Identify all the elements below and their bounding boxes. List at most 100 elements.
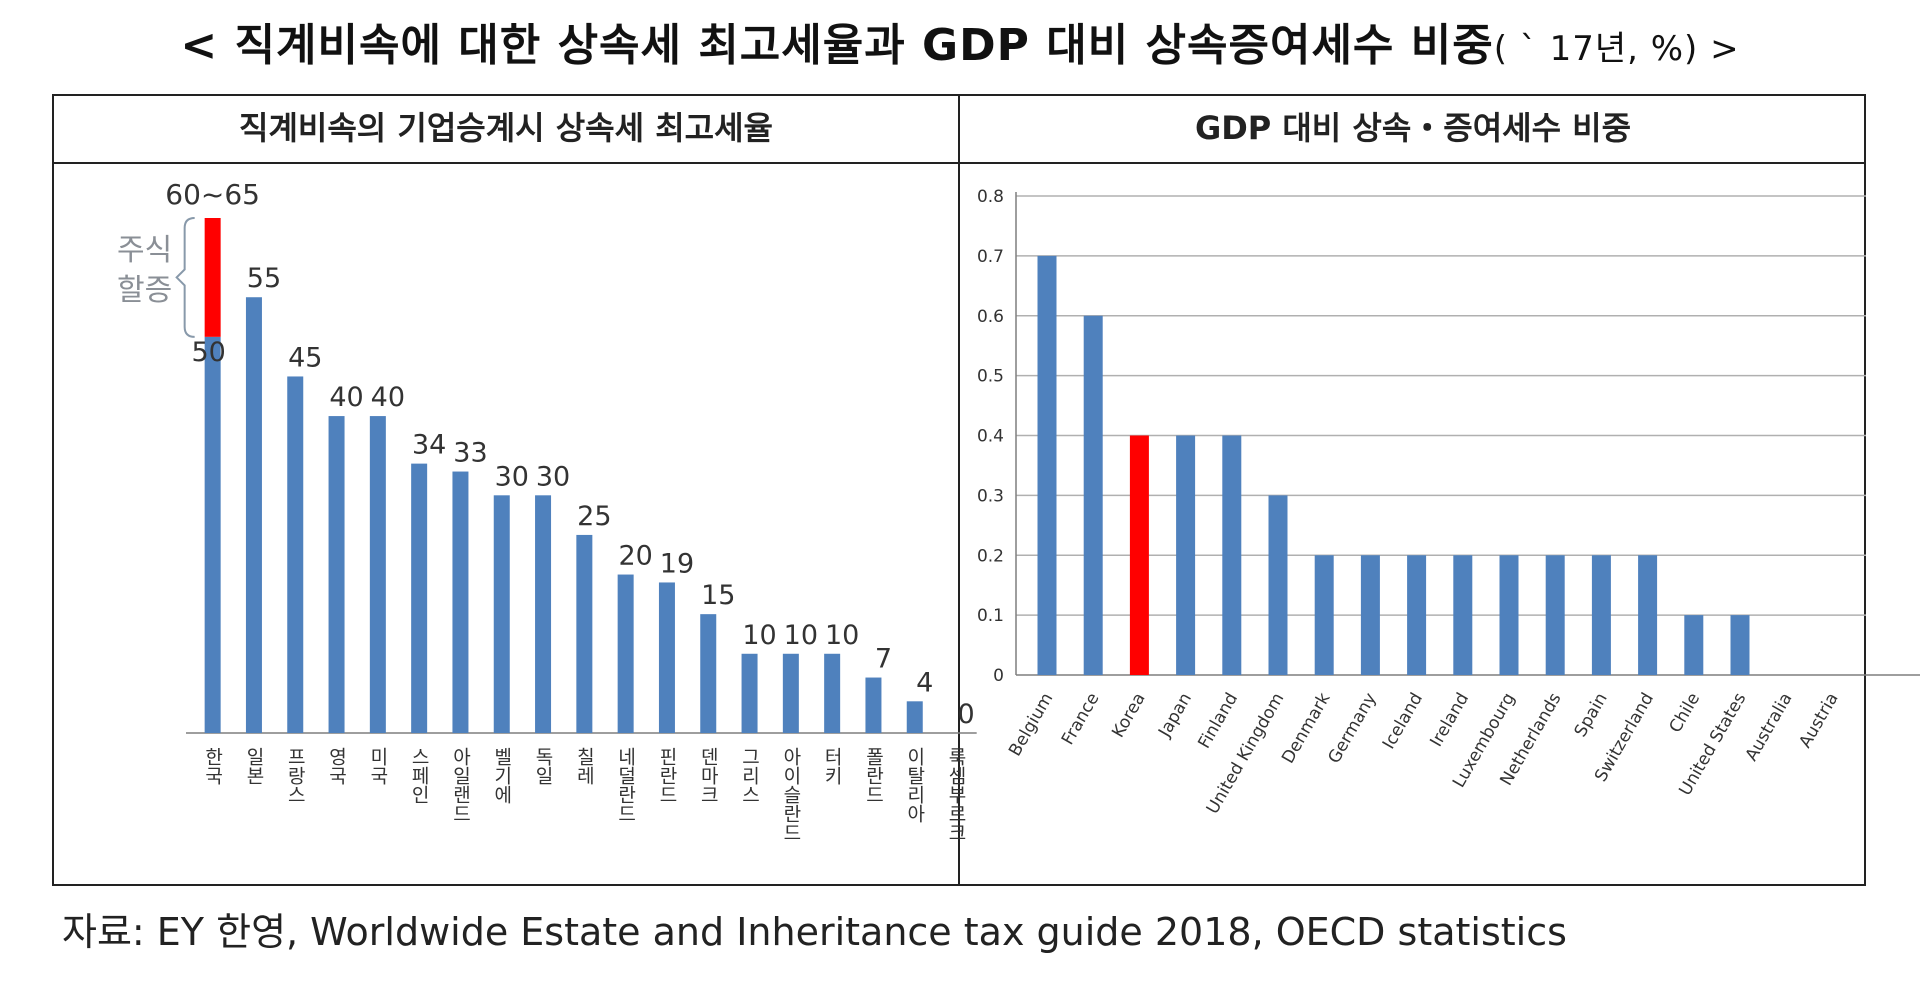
right-category-label-Chile: Chile — [1666, 690, 1705, 737]
right-y-tick-label: 0.3 — [977, 486, 1004, 506]
left-bar-일본 — [245, 297, 262, 733]
left-data-label-터키: 10 — [825, 620, 859, 651]
left-data-label-독일: 30 — [536, 461, 570, 492]
right-bar-United-Kingdom — [1268, 495, 1288, 675]
left-category-label-프랑스: 프랑스 — [284, 747, 306, 804]
left-bar-벨기에 — [493, 495, 510, 733]
left-bar-터키 — [824, 653, 841, 733]
left-highlight-label: 60~65 — [165, 178, 260, 211]
left-data-label-이탈리아: 4 — [916, 667, 933, 698]
right-bar-Luxembourg — [1499, 555, 1519, 675]
left-bar-한국 — [204, 336, 221, 733]
right-bar-Finland — [1222, 435, 1242, 675]
left-chart-title: 직계비속의 기업승계시 상속세 최고세율 — [52, 94, 960, 164]
left-data-label-일본: 55 — [247, 263, 281, 294]
left-category-label-칠레: 칠레 — [573, 747, 595, 785]
left-highlight-annotation-1: 할증 — [117, 273, 172, 308]
right-y-tick-label: 0.2 — [977, 546, 1004, 566]
left-bar-아일랜드 — [452, 471, 469, 733]
left-category-label-일본: 일본 — [243, 747, 265, 785]
left-category-label-룩셈부르크: 룩셈부르크 — [945, 747, 967, 842]
left-data-label-아일랜드: 33 — [453, 438, 487, 469]
left-bar-그리스 — [741, 653, 758, 733]
right-category-label-Finland: Finland — [1194, 690, 1242, 753]
right-category-label-Australia: Australia — [1742, 690, 1797, 765]
left-bar-영국 — [328, 416, 345, 733]
left-highlight-annotation-0: 주식 — [117, 233, 172, 268]
left-category-label-벨기에: 벨기에 — [491, 747, 513, 804]
left-category-label-스페인: 스페인 — [408, 747, 430, 804]
left-data-label-미국: 40 — [371, 382, 405, 413]
left-data-label-스페인: 34 — [412, 430, 446, 461]
left-bar-칠레 — [576, 534, 593, 733]
right-category-label-Austria: Austria — [1795, 690, 1842, 752]
right-bar-Chile — [1684, 615, 1704, 675]
right-bar-Belgium — [1037, 255, 1057, 675]
left-category-label-폴란드: 폴란드 — [862, 747, 884, 804]
right-bar-Denmark — [1314, 555, 1334, 675]
left-data-label-영국: 40 — [329, 382, 363, 413]
right-bar-Switzerland — [1638, 555, 1658, 675]
right-y-tick-label: 0 — [993, 666, 1004, 686]
left-bar-프랑스 — [287, 376, 304, 733]
right-category-label-Korea: Korea — [1108, 690, 1149, 742]
main-title-text: < 직계비속에 대한 상속세 최고세율과 GDP 대비 상속증여세수 비중 — [180, 20, 1494, 71]
left-data-label-핀란드: 19 — [660, 548, 694, 579]
left-data-label-프랑스: 45 — [288, 342, 322, 373]
left-bar-이탈리아 — [906, 701, 923, 733]
left-data-label-그리스: 10 — [742, 620, 776, 651]
left-category-label-독일: 독일 — [532, 747, 554, 785]
left-category-label-영국: 영국 — [326, 747, 348, 785]
left-category-label-핀란드: 핀란드 — [656, 747, 678, 804]
left-category-label-아이슬란드: 아이슬란드 — [780, 747, 802, 842]
left-bar-핀란드 — [658, 582, 675, 733]
left-category-label-아일랜드: 아일랜드 — [449, 747, 471, 823]
left-bar-독일 — [535, 495, 552, 733]
right-category-label-Ireland: Ireland — [1426, 690, 1473, 751]
left-bar-아이슬란드 — [782, 653, 799, 733]
right-bar-Japan — [1176, 435, 1196, 675]
left-bar-highlight-premium — [204, 218, 221, 337]
right-bar-France — [1083, 315, 1103, 675]
left-highlight-bracket — [175, 217, 195, 338]
panel-divider — [958, 94, 960, 886]
right-category-label-Belgium: Belgium — [1005, 690, 1057, 760]
left-data-label-벨기에: 30 — [495, 461, 529, 492]
left-category-label-그리스: 그리스 — [739, 747, 761, 804]
left-category-label-네덜란드: 네덜란드 — [615, 747, 637, 823]
left-data-label-한국: 50 — [191, 337, 225, 368]
right-bar-Spain — [1591, 555, 1611, 675]
right-y-tick-label: 0.6 — [977, 307, 1004, 327]
left-bar-덴마크 — [700, 614, 717, 733]
right-bar-Ireland — [1453, 555, 1473, 675]
left-data-label-칠레: 25 — [577, 501, 611, 532]
right-y-tick-label: 0.4 — [977, 427, 1004, 447]
right-bar-chart: 0 0.1 0.2 0.3 0.4 0.5 0.6 0.7 0.8 Belgium France Ko… — [977, 187, 1920, 818]
main-title: < 직계비속에 대한 상속세 최고세율과 GDP 대비 상속증여세수 비중( `… — [0, 8, 1920, 84]
left-data-label-네덜란드: 20 — [618, 541, 652, 572]
left-data-label-폴란드: 7 — [875, 644, 892, 675]
right-bar-Iceland — [1407, 555, 1427, 675]
right-category-label-Iceland: Iceland — [1379, 690, 1427, 753]
right-category-label-France: France — [1058, 690, 1104, 749]
right-y-tick-label: 0.8 — [977, 187, 1004, 207]
left-bar-미국 — [369, 416, 386, 733]
right-y-tick-label: 0.7 — [977, 247, 1004, 267]
left-category-label-한국: 한국 — [202, 747, 224, 785]
right-bar-Korea — [1129, 435, 1149, 675]
left-category-label-터키: 터키 — [821, 747, 843, 785]
right-chart-title: GDP 대비 상속・증여세수 비중 — [960, 94, 1866, 164]
right-bar-Netherlands — [1545, 555, 1565, 675]
right-category-label-Spain: Spain — [1571, 690, 1612, 741]
left-bar-네덜란드 — [617, 574, 634, 733]
right-bar-Germany — [1360, 555, 1380, 675]
left-bar-스페인 — [411, 463, 428, 733]
left-category-label-덴마크: 덴마크 — [697, 747, 719, 804]
main-title-unit: ( ` 17년, %) > — [1493, 29, 1740, 69]
left-data-label-룩셈부르크: 0 — [957, 699, 974, 730]
right-category-label-Japan: Japan — [1154, 690, 1196, 742]
left-data-label-덴마크: 15 — [701, 580, 735, 611]
left-category-label-이탈리아: 이탈리아 — [904, 747, 926, 823]
